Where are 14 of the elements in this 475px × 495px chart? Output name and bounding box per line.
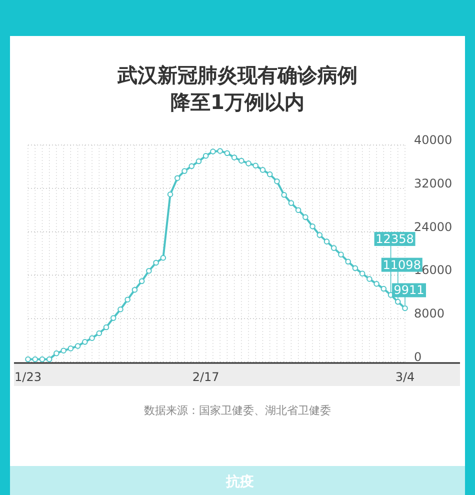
- chart-title: 武汉新冠肺炎现有确诊病例: [116, 63, 358, 87]
- y-tick-label: 32000: [414, 176, 452, 190]
- x-tick-label: 2/17: [192, 370, 220, 384]
- y-tick-label: 0: [414, 350, 422, 364]
- y-tick-label: 8000: [414, 306, 445, 321]
- source-note: 数据来源：国家卫健委、湖北省卫健委: [144, 404, 331, 417]
- x-tick-label: 1/23: [14, 370, 42, 384]
- y-tick-label: 24000: [414, 220, 452, 234]
- chart-subtitle: 降至1万例以内: [170, 90, 304, 114]
- data-label: 9911: [394, 283, 424, 298]
- x-tick-label: 3/4: [395, 370, 415, 384]
- text: 抗疫: [225, 473, 254, 490]
- data-label: 12358: [376, 232, 414, 246]
- y-tick-label: 40000: [414, 133, 452, 147]
